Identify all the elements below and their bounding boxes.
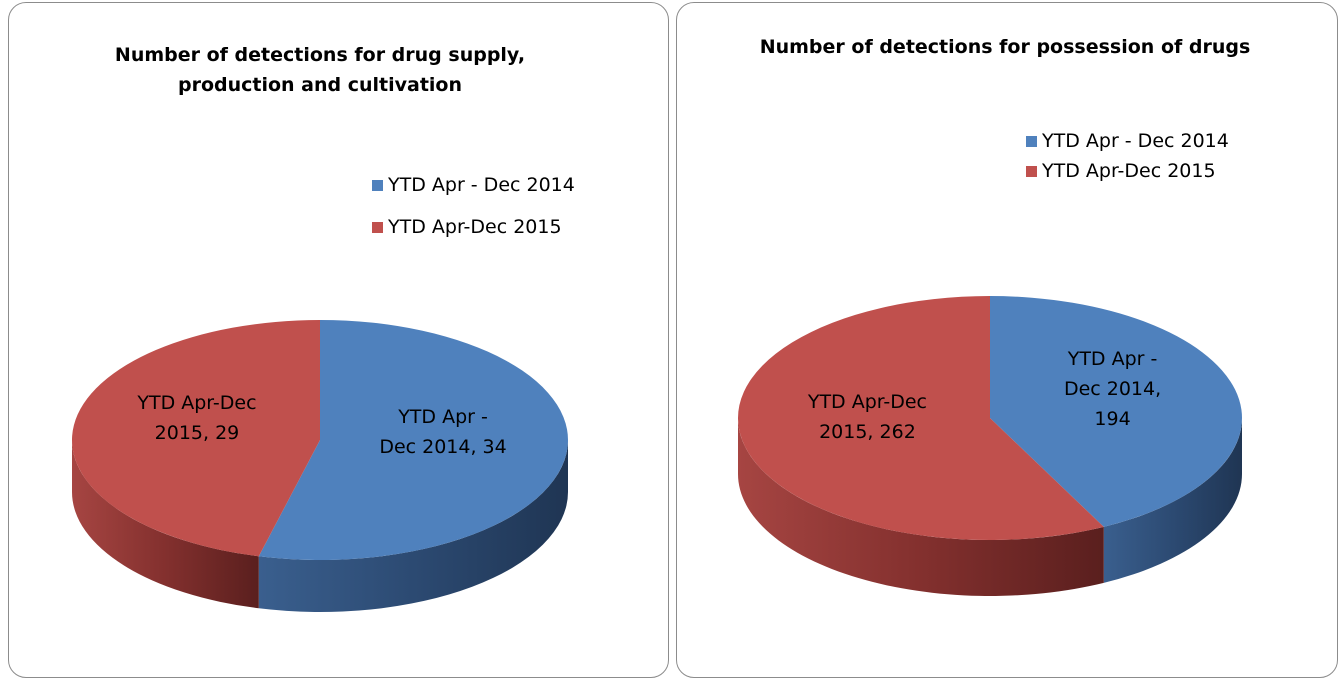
pie-slice [738,296,1104,540]
data-label: YTD Apr-Dec 2015, 29 [137,391,257,444]
legend-swatch [372,222,383,233]
legend-label: YTD Apr - Dec 2014 [1042,130,1229,152]
legend-swatch [372,180,383,191]
data-label: YTD Apr - Dec 2014, 34 [379,406,507,459]
legend-entry: YTD Apr - Dec 2014 [372,174,575,196]
pie-slice [990,296,1242,527]
chart-panel [676,2,1338,678]
chart-title: Number of detections for drug supply, pr… [114,44,526,96]
legend-swatch [1026,166,1037,177]
legend-label: YTD Apr-Dec 2015 [1042,160,1216,182]
pie-slice [258,320,568,560]
pie-side [72,440,259,609]
chart-title: Number of detections for possession of d… [759,36,1251,58]
pie-side [258,440,568,612]
pie-slice [71,320,321,557]
pie-side [738,418,1104,597]
legend-swatch [1026,136,1037,147]
pie-side [1103,418,1242,583]
legend-entry: YTD Apr-Dec 2015 [372,216,562,238]
data-label: YTD Apr-Dec 2015, 262 [807,391,928,444]
legend-entry: YTD Apr-Dec 2015 [1026,160,1216,182]
data-label: YTD Apr - Dec 2014, 194 [1063,347,1162,430]
legend-entry: YTD Apr - Dec 2014 [1026,130,1229,152]
legend-label: YTD Apr - Dec 2014 [388,174,575,196]
legend-label: YTD Apr-Dec 2015 [388,216,562,238]
chart-panel [8,2,669,678]
